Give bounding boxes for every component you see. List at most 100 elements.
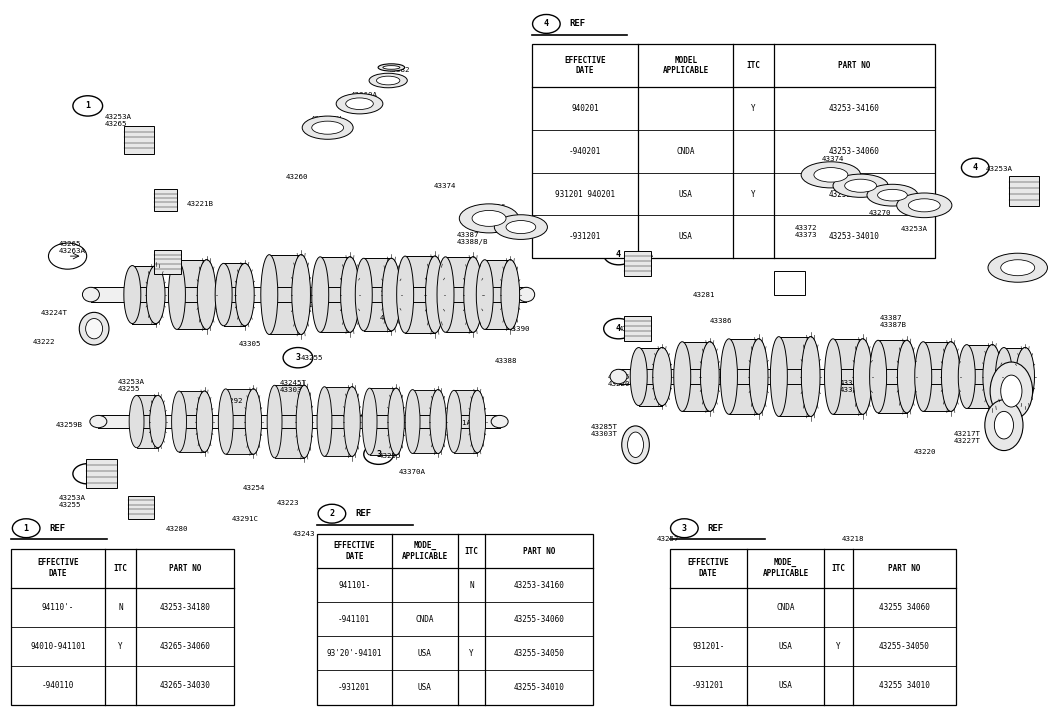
Ellipse shape	[246, 389, 261, 454]
Polygon shape	[445, 257, 473, 332]
Text: 43255-34050: 43255-34050	[513, 649, 564, 658]
Text: 94010-941101: 94010-941101	[31, 641, 86, 651]
Ellipse shape	[802, 337, 820, 417]
Ellipse shape	[431, 390, 445, 454]
Ellipse shape	[369, 73, 407, 88]
Ellipse shape	[198, 260, 216, 329]
Text: REF: REF	[570, 20, 586, 28]
Ellipse shape	[297, 385, 311, 458]
Ellipse shape	[341, 257, 358, 332]
Ellipse shape	[701, 342, 720, 411]
Text: 3: 3	[296, 353, 301, 362]
Polygon shape	[320, 257, 350, 332]
Ellipse shape	[124, 265, 140, 324]
Ellipse shape	[995, 348, 1012, 406]
Ellipse shape	[610, 369, 627, 384]
Text: 3: 3	[681, 523, 687, 533]
Text: CNDA: CNDA	[776, 603, 795, 611]
Ellipse shape	[654, 348, 671, 406]
Text: CNDA: CNDA	[676, 147, 695, 156]
Polygon shape	[878, 340, 907, 413]
Ellipse shape	[425, 256, 444, 333]
Text: PART NO: PART NO	[889, 563, 921, 573]
Text: 43388/B
43387: 43388/B 43387	[840, 380, 871, 393]
Ellipse shape	[897, 340, 916, 413]
Bar	[154, 249, 181, 274]
Polygon shape	[1003, 348, 1025, 406]
Bar	[624, 251, 651, 276]
Text: 94110'-: 94110'-	[41, 603, 74, 611]
Ellipse shape	[1000, 260, 1034, 276]
Text: USA: USA	[679, 190, 693, 198]
Text: 43224T: 43224T	[41, 310, 68, 316]
Text: ITC: ITC	[465, 547, 478, 555]
Text: 1: 1	[85, 101, 90, 111]
Text: 4: 4	[617, 324, 621, 333]
Ellipse shape	[197, 391, 213, 452]
Ellipse shape	[236, 263, 253, 326]
Ellipse shape	[878, 189, 908, 201]
Ellipse shape	[197, 391, 212, 452]
Ellipse shape	[622, 426, 649, 464]
Ellipse shape	[311, 257, 328, 332]
Text: 43280: 43280	[165, 526, 188, 532]
Ellipse shape	[378, 64, 405, 71]
Ellipse shape	[502, 260, 519, 329]
Ellipse shape	[446, 390, 461, 453]
Ellipse shape	[749, 339, 769, 414]
Text: 931201-: 931201-	[692, 641, 724, 651]
Ellipse shape	[915, 342, 932, 411]
Ellipse shape	[355, 258, 372, 331]
Text: N: N	[469, 581, 474, 590]
Text: MODEL
APPLICABLE: MODEL APPLICABLE	[662, 56, 709, 76]
Text: REF: REF	[355, 509, 371, 518]
Bar	[670, 549, 956, 704]
Polygon shape	[324, 387, 352, 457]
Text: 43372
43373: 43372 43373	[795, 225, 817, 238]
Polygon shape	[370, 388, 396, 455]
Ellipse shape	[171, 391, 186, 452]
Text: 43255: 43255	[301, 355, 323, 361]
Ellipse shape	[345, 98, 373, 110]
Text: 43388: 43388	[494, 358, 517, 364]
Text: 43374: 43374	[349, 268, 371, 273]
Text: Y: Y	[752, 104, 756, 113]
Text: Y: Y	[752, 190, 756, 198]
Text: 43387
43387B: 43387 43387B	[880, 315, 907, 328]
Polygon shape	[729, 339, 759, 414]
Text: ITC: ITC	[114, 563, 128, 573]
Ellipse shape	[317, 387, 332, 457]
Ellipse shape	[465, 257, 482, 332]
Text: N: N	[118, 603, 123, 611]
Polygon shape	[269, 254, 301, 334]
Ellipse shape	[463, 257, 483, 332]
Ellipse shape	[147, 265, 165, 324]
Bar	[153, 189, 176, 211]
Text: REF: REF	[708, 523, 724, 533]
Ellipse shape	[469, 390, 486, 453]
Text: 43255-34050: 43255-34050	[879, 641, 930, 651]
Text: 43390: 43390	[508, 326, 530, 332]
Ellipse shape	[470, 390, 485, 453]
Text: 43254: 43254	[242, 486, 266, 491]
Text: 4: 4	[617, 250, 621, 259]
Text: EFFECTIVE
DATE: EFFECTIVE DATE	[37, 558, 79, 578]
Ellipse shape	[291, 254, 310, 334]
Ellipse shape	[898, 340, 915, 413]
Ellipse shape	[426, 256, 443, 333]
Ellipse shape	[833, 174, 889, 197]
Text: 43388/H
43387: 43388/H 43387	[310, 116, 342, 129]
Text: 43255 34060: 43255 34060	[879, 603, 930, 611]
Ellipse shape	[958, 345, 975, 409]
Ellipse shape	[653, 348, 672, 406]
Ellipse shape	[803, 337, 820, 417]
Ellipse shape	[459, 204, 519, 233]
Text: 43253-34160: 43253-34160	[829, 104, 880, 113]
Ellipse shape	[1016, 369, 1033, 384]
Text: PART NO: PART NO	[523, 547, 556, 555]
Text: EFFECTIVE
DATE: EFFECTIVE DATE	[334, 542, 375, 561]
Ellipse shape	[297, 385, 313, 458]
Bar	[624, 316, 651, 341]
Text: 43222: 43222	[33, 339, 55, 345]
Text: 43243: 43243	[292, 531, 315, 537]
